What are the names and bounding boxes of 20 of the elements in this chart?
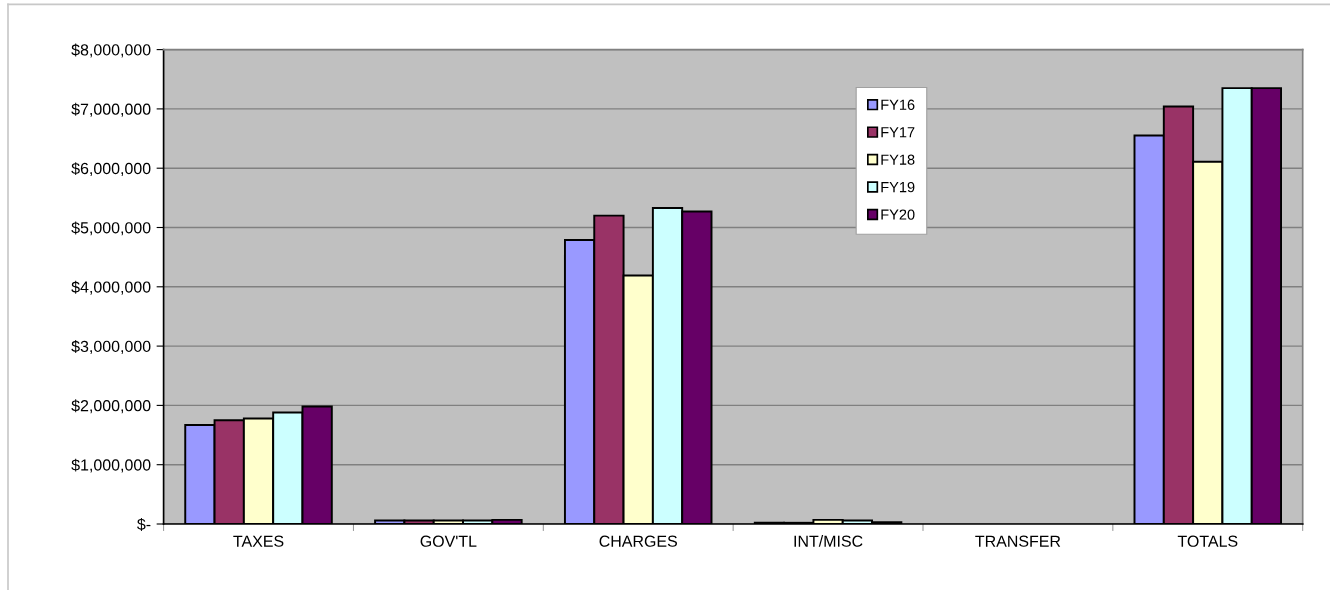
x-tick-label: TOTALS bbox=[1177, 535, 1238, 547]
y-tick-label: $8,000,000 bbox=[71, 43, 151, 58]
y-tick-label: $7,000,000 bbox=[71, 102, 151, 117]
legend-label: FY17 bbox=[881, 127, 915, 138]
y-tick-label: $5,000,000 bbox=[71, 221, 151, 236]
legend-label: FY18 bbox=[881, 154, 915, 165]
y-tick-label: $6,000,000 bbox=[71, 162, 151, 177]
y-tick-label: $3,000,000 bbox=[71, 340, 151, 354]
x-tick-label: TRANSFER bbox=[975, 535, 1061, 547]
x-tick-label: TAXES bbox=[233, 535, 284, 547]
x-tick-label: INT/MISC bbox=[794, 535, 863, 547]
legend-label: FY16 bbox=[881, 99, 915, 110]
x-tick-label: GOV'TL bbox=[420, 535, 477, 547]
y-tick-label: $2,000,000 bbox=[71, 399, 151, 414]
legend-label: FY20 bbox=[881, 209, 915, 220]
legend-label: FY19 bbox=[881, 181, 915, 193]
x-tick-label: CHARGES bbox=[599, 535, 677, 547]
y-tick-label: $- bbox=[137, 517, 151, 531]
y-tick-label: $1,000,000 bbox=[71, 458, 151, 473]
y-tick-label: $4,000,000 bbox=[71, 280, 151, 295]
